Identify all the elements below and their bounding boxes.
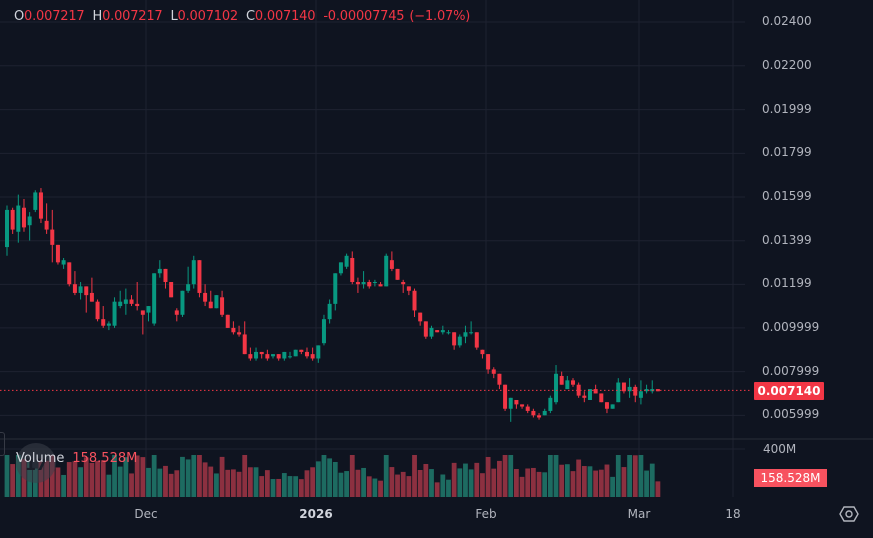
close-label: C [245,9,255,24]
price-axis-label: 0.01599 [762,189,812,204]
last-volume-tag: 158.528M [754,469,827,487]
price-axis-label: 0.01999 [762,101,812,116]
pane-resize-handle[interactable] [0,432,5,456]
price-axis-label: 0.005999 [762,407,820,422]
gear-hexagon-icon [839,506,859,522]
volume-legend: Volume 158.528M [16,451,137,466]
tradingview-logo-icon[interactable]: 17 [16,443,56,483]
volume-legend-value: 158.528M [72,451,138,466]
volume-axis-label: 400M [763,442,797,456]
high-label: H [92,9,103,24]
volume-legend-name: Volume [16,451,65,466]
price-axis-label: 0.01799 [762,145,812,160]
ohlc-legend: O0.007217 H0.007217 L0.007102 C0.007140 -0.0… [14,9,470,24]
time-axis-label: Feb [475,507,497,521]
chart-settings-button[interactable] [838,503,860,525]
price-axis-label: 0.02200 [762,57,812,72]
change-percent: (−1.07%) [409,9,471,24]
price-axis-label: 0.02400 [762,14,812,28]
price-axis-label: 0.01399 [762,232,812,247]
high-value: 0.007217 [102,9,163,24]
price-axis-label: 0.01199 [762,276,812,291]
price-axis-label: 0.007999 [762,363,820,378]
price-axis-label: 0.009999 [762,319,820,334]
open-value: 0.007217 [24,9,85,24]
time-axis-label: Mar [627,507,651,521]
low-value: 0.007102 [177,9,239,24]
last-price-tag: 0.007140 [754,382,824,400]
low-label: L [170,9,178,24]
change-value: -0.00007745 [323,9,405,24]
close-value: 0.007140 [254,9,316,24]
open-label: O [14,9,25,24]
time-axis-label: 2026 [299,507,333,521]
time-axis-label: 18 [725,507,741,521]
time-axis-label: Dec [134,507,158,521]
svg-text:17: 17 [25,455,47,474]
